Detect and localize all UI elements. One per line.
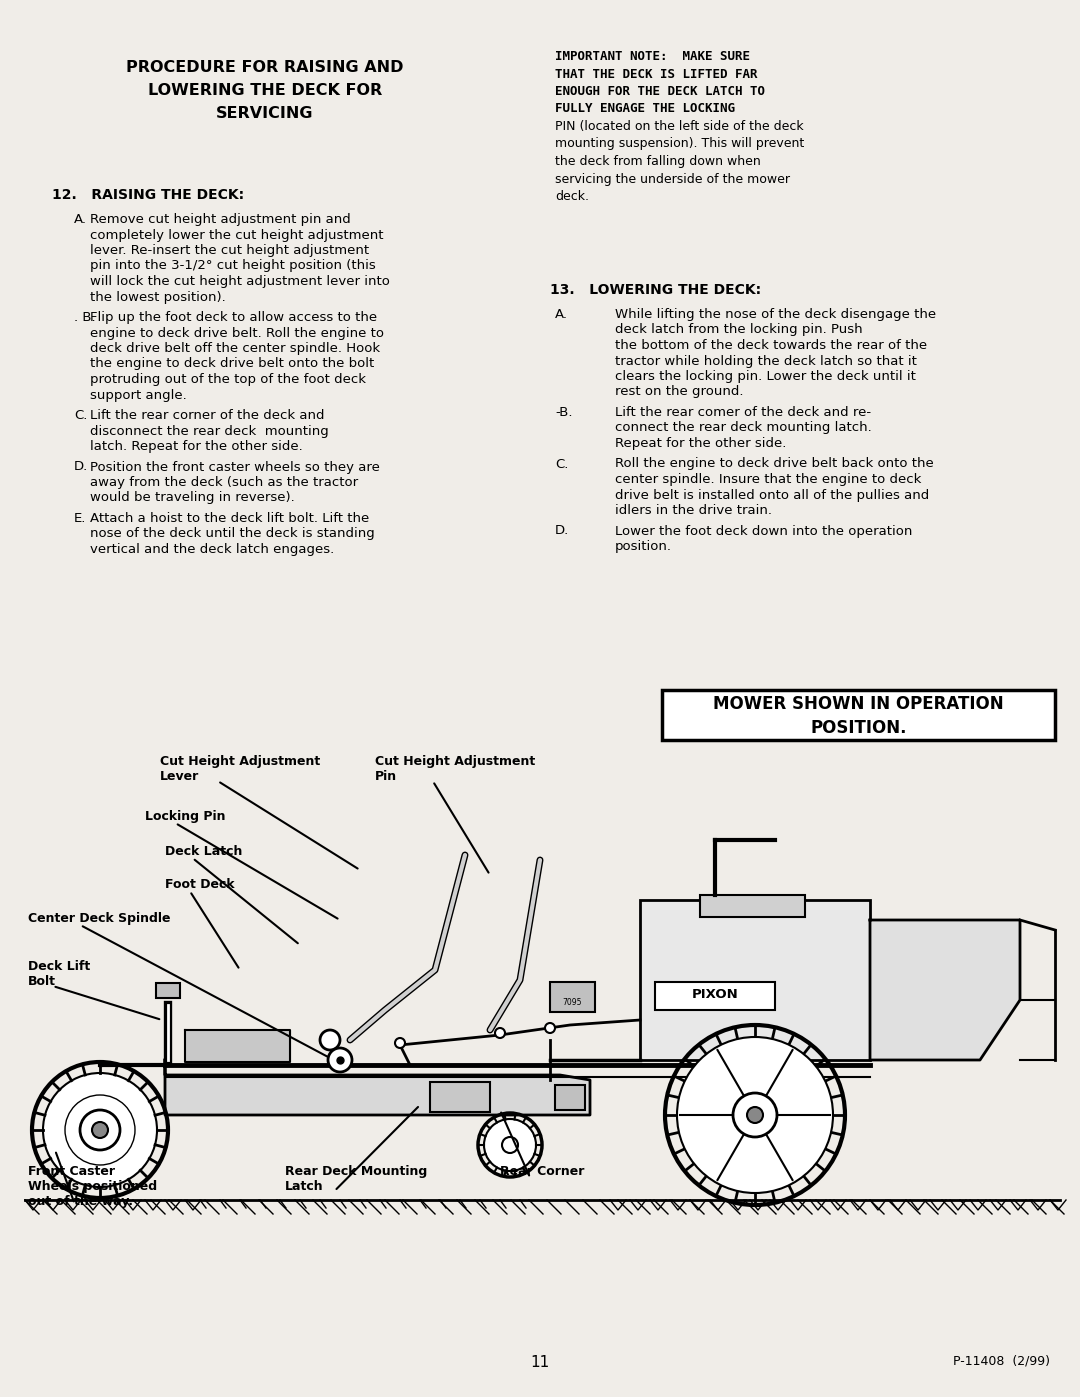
Circle shape [733, 1092, 777, 1137]
Text: Rear Deck Mounting
Latch: Rear Deck Mounting Latch [285, 1165, 428, 1193]
Text: pin into the 3-1/2° cut height position (this: pin into the 3-1/2° cut height position … [90, 260, 376, 272]
Bar [662, 690, 1055, 740]
Text: idlers in the drive train.: idlers in the drive train. [615, 504, 772, 517]
Circle shape [495, 1028, 505, 1038]
Bar [555, 1085, 585, 1111]
Text: position.: position. [615, 541, 672, 553]
Text: C.: C. [555, 457, 568, 471]
Text: C.: C. [75, 409, 87, 422]
Text: will lock the cut height adjustment lever into: will lock the cut height adjustment leve… [90, 275, 390, 288]
Text: Lift the rear corner of the deck and: Lift the rear corner of the deck and [90, 409, 324, 422]
Text: Cut Height Adjustment
Pin: Cut Height Adjustment Pin [375, 754, 536, 782]
Text: deck drive belt off the center spindle. Hook: deck drive belt off the center spindle. … [90, 342, 380, 355]
Text: P-11408  (2/99): P-11408 (2/99) [953, 1355, 1050, 1368]
Text: Locking Pin: Locking Pin [145, 810, 226, 823]
Polygon shape [165, 1060, 590, 1115]
Text: would be traveling in reverse).: would be traveling in reverse). [90, 492, 295, 504]
Circle shape [92, 1122, 108, 1139]
Text: E.: E. [75, 511, 86, 525]
Text: disconnect the rear deck  mounting: disconnect the rear deck mounting [90, 425, 328, 437]
Text: Foot Deck: Foot Deck [165, 877, 234, 891]
Text: THAT THE DECK IS LIFTED FAR: THAT THE DECK IS LIFTED FAR [555, 67, 757, 81]
Text: Lower the foot deck down into the operation: Lower the foot deck down into the operat… [615, 524, 913, 538]
Text: Attach a hoist to the deck lift bolt. Lift the: Attach a hoist to the deck lift bolt. Li… [90, 511, 369, 525]
Text: A.: A. [555, 307, 568, 321]
Text: drive belt is installed onto all of the pullies and: drive belt is installed onto all of the … [615, 489, 929, 502]
Text: tractor while holding the deck latch so that it: tractor while holding the deck latch so … [615, 355, 917, 367]
Text: Flip up the foot deck to allow access to the: Flip up the foot deck to allow access to… [90, 312, 377, 324]
Text: D.: D. [555, 524, 569, 538]
Text: 7095: 7095 [563, 997, 582, 1007]
Bar [156, 983, 180, 997]
Polygon shape [185, 1030, 291, 1062]
Bar [430, 1083, 490, 1112]
Text: vertical and the deck latch engages.: vertical and the deck latch engages. [90, 543, 334, 556]
Polygon shape [870, 921, 1020, 1060]
Circle shape [502, 1137, 518, 1153]
Text: connect the rear deck mounting latch.: connect the rear deck mounting latch. [615, 422, 872, 434]
Text: completely lower the cut height adjustment: completely lower the cut height adjustme… [90, 229, 383, 242]
Text: SERVICING: SERVICING [216, 106, 314, 122]
Text: ENOUGH FOR THE DECK LATCH TO: ENOUGH FOR THE DECK LATCH TO [555, 85, 765, 98]
Circle shape [484, 1119, 536, 1171]
Circle shape [80, 1111, 120, 1150]
Text: clears the locking pin. Lower the deck until it: clears the locking pin. Lower the deck u… [615, 370, 916, 383]
Circle shape [677, 1037, 833, 1193]
Text: Remove cut height adjustment pin and: Remove cut height adjustment pin and [90, 212, 351, 226]
Text: support angle.: support angle. [90, 388, 187, 401]
Text: protruding out of the top of the foot deck: protruding out of the top of the foot de… [90, 373, 366, 386]
Text: . B.: . B. [75, 312, 96, 324]
Text: A.: A. [75, 212, 87, 226]
Text: nose of the deck until the deck is standing: nose of the deck until the deck is stand… [90, 528, 375, 541]
Text: Front Caster
Wheels positioned
out of the way.: Front Caster Wheels positioned out of th… [28, 1165, 157, 1208]
Circle shape [43, 1073, 157, 1187]
Text: Cut Height Adjustment
Lever: Cut Height Adjustment Lever [160, 754, 321, 782]
Bar [640, 900, 870, 1060]
Text: LOWERING THE DECK FOR: LOWERING THE DECK FOR [148, 82, 382, 98]
Circle shape [328, 1048, 352, 1071]
Text: Center Deck Spindle: Center Deck Spindle [28, 912, 171, 925]
Text: lever. Re-insert the cut height adjustment: lever. Re-insert the cut height adjustme… [90, 244, 369, 257]
Text: Roll the engine to deck drive belt back onto the: Roll the engine to deck drive belt back … [615, 457, 934, 471]
Text: Position the front caster wheels so they are: Position the front caster wheels so they… [90, 461, 380, 474]
Text: -B.: -B. [555, 407, 572, 419]
Text: D.: D. [75, 461, 89, 474]
Text: the bottom of the deck towards the rear of the: the bottom of the deck towards the rear … [615, 339, 927, 352]
Text: PIXON: PIXON [691, 989, 739, 1002]
Text: away from the deck (such as the tractor: away from the deck (such as the tractor [90, 476, 359, 489]
Text: deck.: deck. [555, 190, 589, 203]
Bar [700, 895, 805, 916]
Text: Deck Lift
Bolt: Deck Lift Bolt [28, 960, 91, 988]
Text: Repeat for the other side.: Repeat for the other side. [615, 437, 786, 450]
Text: Deck Latch: Deck Latch [165, 845, 242, 858]
Text: PIN (located on the left side of the deck: PIN (located on the left side of the dec… [555, 120, 804, 133]
Text: Lift the rear comer of the deck and re-: Lift the rear comer of the deck and re- [615, 407, 872, 419]
Text: engine to deck drive belt. Roll the engine to: engine to deck drive belt. Roll the engi… [90, 327, 384, 339]
Text: FULLY ENGAGE THE LOCKING: FULLY ENGAGE THE LOCKING [555, 102, 735, 116]
Text: the deck from falling down when: the deck from falling down when [555, 155, 760, 168]
Text: rest on the ground.: rest on the ground. [615, 386, 743, 398]
Text: MOWER SHOWN IN OPERATION: MOWER SHOWN IN OPERATION [713, 694, 1003, 712]
Text: the lowest position).: the lowest position). [90, 291, 226, 303]
Circle shape [395, 1038, 405, 1048]
Text: PROCEDURE FOR RAISING AND: PROCEDURE FOR RAISING AND [126, 60, 404, 75]
Text: 12.   RAISING THE DECK:: 12. RAISING THE DECK: [52, 189, 244, 203]
Text: center spindle. Insure that the engine to deck: center spindle. Insure that the engine t… [615, 474, 921, 486]
Bar [654, 982, 775, 1010]
Text: the engine to deck drive belt onto the bolt: the engine to deck drive belt onto the b… [90, 358, 375, 370]
Text: 11: 11 [530, 1355, 550, 1370]
Text: Rear Corner: Rear Corner [500, 1165, 584, 1178]
Text: POSITION.: POSITION. [810, 719, 907, 738]
Bar [550, 982, 595, 1011]
Text: latch. Repeat for the other side.: latch. Repeat for the other side. [90, 440, 302, 453]
Text: While lifting the nose of the deck disengage the: While lifting the nose of the deck disen… [615, 307, 936, 321]
Text: deck latch from the locking pin. Push: deck latch from the locking pin. Push [615, 324, 863, 337]
Circle shape [747, 1106, 762, 1123]
Text: mounting suspension). This will prevent: mounting suspension). This will prevent [555, 137, 805, 151]
Text: IMPORTANT NOTE:  MAKE SURE: IMPORTANT NOTE: MAKE SURE [555, 50, 750, 63]
Circle shape [545, 1023, 555, 1032]
Text: 13.   LOWERING THE DECK:: 13. LOWERING THE DECK: [550, 284, 761, 298]
Text: servicing the underside of the mower: servicing the underside of the mower [555, 172, 789, 186]
Circle shape [320, 1030, 340, 1051]
